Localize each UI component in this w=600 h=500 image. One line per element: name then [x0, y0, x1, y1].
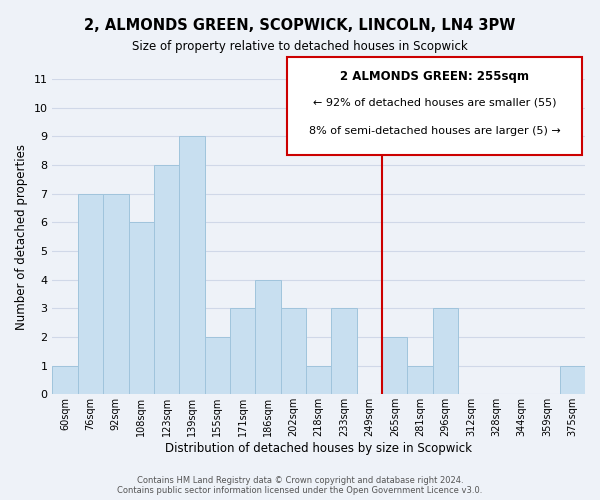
Bar: [154, 165, 179, 394]
Bar: [306, 366, 331, 394]
Bar: [103, 194, 128, 394]
Text: Contains public sector information licensed under the Open Government Licence v3: Contains public sector information licen…: [118, 486, 482, 495]
Bar: [382, 337, 407, 394]
Bar: [281, 308, 306, 394]
Text: 2, ALMONDS GREEN, SCOPWICK, LINCOLN, LN4 3PW: 2, ALMONDS GREEN, SCOPWICK, LINCOLN, LN4…: [85, 18, 515, 32]
Bar: [407, 366, 433, 394]
Bar: [433, 308, 458, 394]
Bar: [331, 308, 357, 394]
Bar: [52, 366, 78, 394]
X-axis label: Distribution of detached houses by size in Scopwick: Distribution of detached houses by size …: [165, 442, 472, 455]
Text: 8% of semi-detached houses are larger (5) →: 8% of semi-detached houses are larger (5…: [308, 126, 560, 136]
Bar: [230, 308, 256, 394]
Bar: [78, 194, 103, 394]
Text: Contains HM Land Registry data © Crown copyright and database right 2024.: Contains HM Land Registry data © Crown c…: [137, 476, 463, 485]
Bar: [560, 366, 585, 394]
Bar: [256, 280, 281, 394]
FancyBboxPatch shape: [287, 57, 583, 154]
Bar: [128, 222, 154, 394]
Text: Size of property relative to detached houses in Scopwick: Size of property relative to detached ho…: [132, 40, 468, 53]
Bar: [205, 337, 230, 394]
Y-axis label: Number of detached properties: Number of detached properties: [15, 144, 28, 330]
Bar: [179, 136, 205, 394]
Text: 2 ALMONDS GREEN: 255sqm: 2 ALMONDS GREEN: 255sqm: [340, 70, 529, 82]
Text: ← 92% of detached houses are smaller (55): ← 92% of detached houses are smaller (55…: [313, 98, 556, 108]
